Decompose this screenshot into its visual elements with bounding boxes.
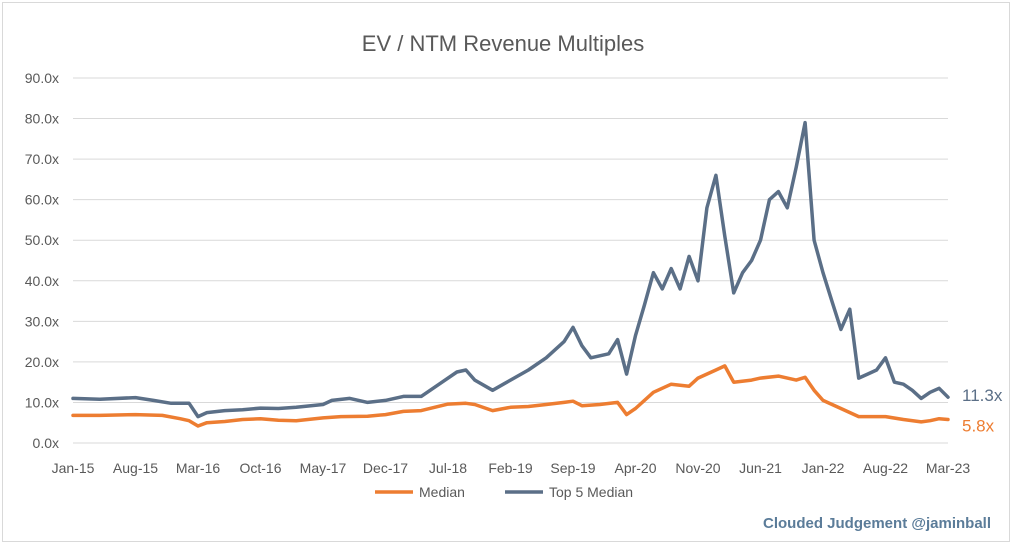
- x-tick-label: Mar-16: [176, 460, 221, 476]
- y-axis-ticks: 0.0x 10.0x 20.0x 30.0x 40.0x 50.0x 60.0x 70.0x 8…: [25, 70, 59, 451]
- x-tick-label: Dec-17: [363, 460, 408, 476]
- legend: Median Top 5 Median: [375, 484, 633, 500]
- x-tick-label: Jan-22: [802, 460, 845, 476]
- y-tick-label: 0.0x: [33, 435, 59, 451]
- end-labels: 5.8x 11.3x: [962, 386, 1003, 435]
- chart-title: EV / NTM Revenue Multiples: [362, 31, 644, 56]
- legend-label: Median: [419, 484, 465, 500]
- top5-median-series-line: [71, 120, 950, 419]
- y-tick-label: 70.0x: [25, 151, 59, 167]
- legend-label: Top 5 Median: [549, 484, 633, 500]
- median-end-label: 5.8x: [962, 416, 995, 435]
- grid-layer: [73, 77, 948, 444]
- x-tick-label: Mar-23: [926, 460, 971, 476]
- y-tick-label: 20.0x: [25, 354, 59, 370]
- x-axis-ticks: Jan-15 Aug-15 Mar-16 Oct-16 May-17 Dec-17 Jul-…: [52, 460, 971, 476]
- x-tick-label: Aug-22: [863, 460, 908, 476]
- y-tick-label: 30.0x: [25, 313, 59, 329]
- x-tick-label: Aug-15: [113, 460, 158, 476]
- x-tick-label: Jun-21: [739, 460, 782, 476]
- y-tick-label: 80.0x: [25, 111, 59, 127]
- x-tick-label: Oct-16: [239, 460, 281, 476]
- y-tick-label: 60.0x: [25, 192, 59, 208]
- median-series-line: [71, 364, 950, 428]
- x-tick-label: Apr-20: [614, 460, 656, 476]
- y-tick-label: 90.0x: [25, 70, 59, 86]
- y-tick-label: 50.0x: [25, 232, 59, 248]
- x-tick-label: May-17: [300, 460, 347, 476]
- x-tick-label: Sep-19: [550, 460, 595, 476]
- x-tick-label: Feb-19: [488, 460, 533, 476]
- x-tick-label: Nov-20: [675, 460, 720, 476]
- y-tick-label: 40.0x: [25, 273, 59, 289]
- top5-end-label: 11.3x: [962, 386, 1003, 405]
- y-tick-label: 10.0x: [25, 394, 59, 410]
- chart-frame: EV / NTM Revenue Multiples 0.0x 10.0x 20.0…: [2, 2, 1010, 542]
- series-layer: [71, 120, 950, 428]
- chart-svg: EV / NTM Revenue Multiples 0.0x 10.0x 20.0…: [25, 31, 1003, 532]
- x-tick-label: Jan-15: [52, 460, 95, 476]
- x-tick-label: Jul-18: [429, 460, 467, 476]
- credit-text: Clouded Judgement @jaminball: [763, 515, 991, 532]
